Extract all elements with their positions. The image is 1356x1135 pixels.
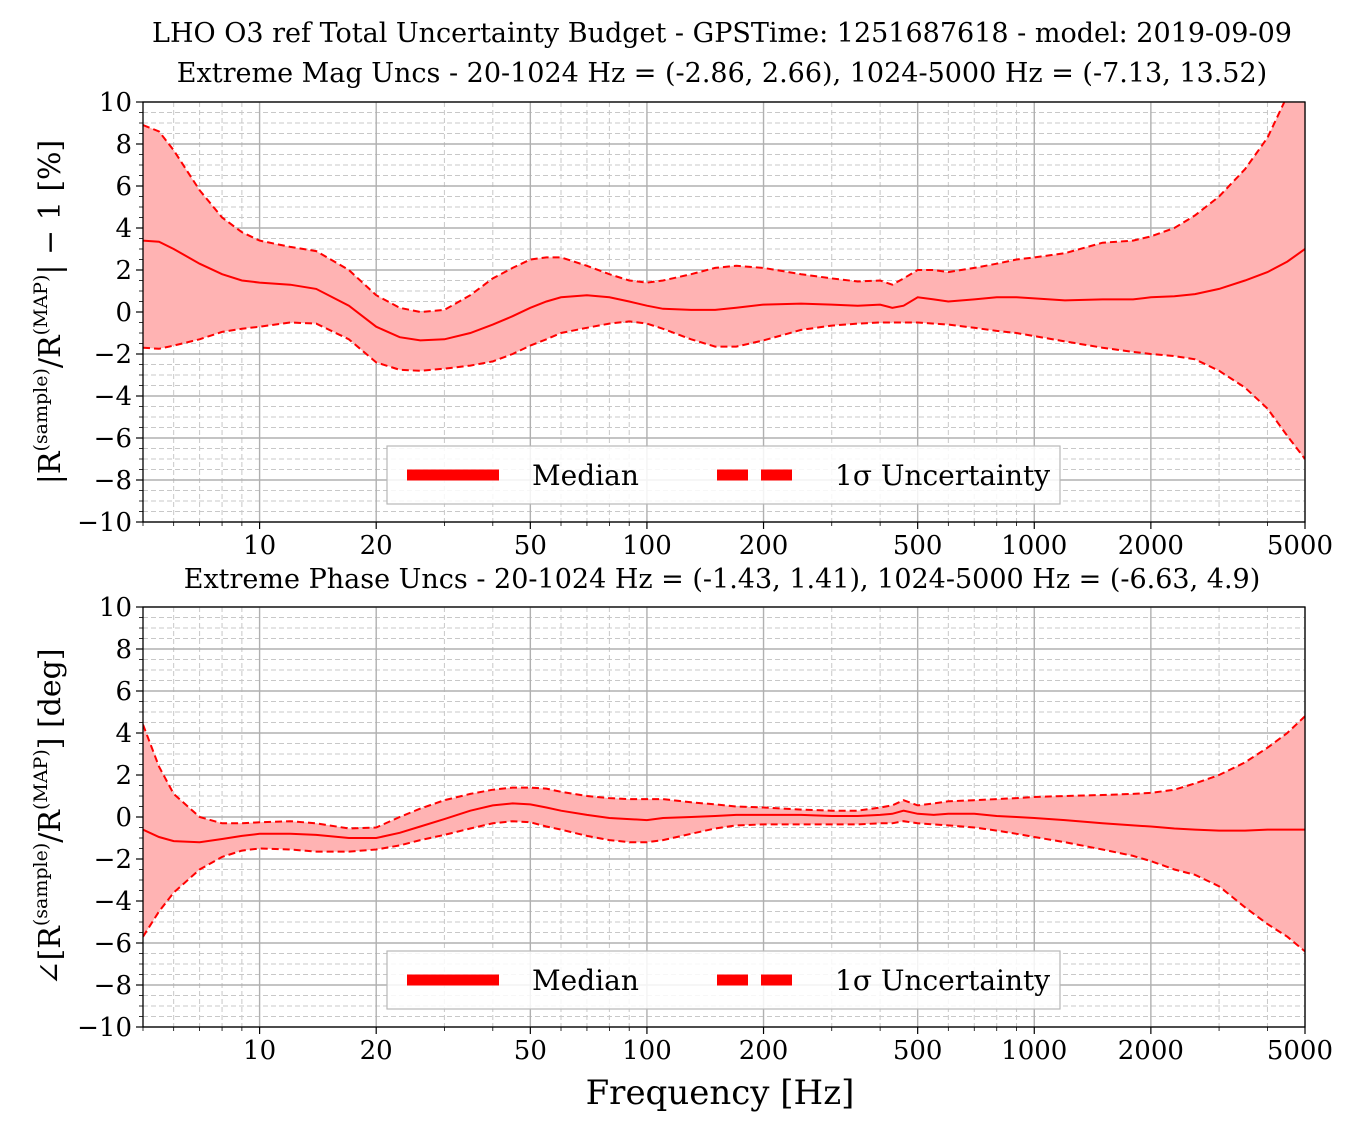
y-tick-label: 0 — [115, 803, 132, 833]
uncertainty-band-area — [143, 716, 1305, 952]
y-tick-label: 8 — [115, 635, 132, 665]
median-line — [143, 802, 1305, 844]
y-tick-label: 6 — [115, 172, 132, 202]
y-tick-label: −6 — [94, 424, 132, 454]
legend-uncertainty-label: 1σ Uncertainty — [835, 964, 1050, 997]
magnitude-uncertainty-band — [143, 102, 1305, 459]
phase-x-tick-labels: 10 20 50 100 200 500 1000 2000 5000 — [243, 1036, 1333, 1066]
x-tick-label: 100 — [622, 1036, 672, 1066]
x-tick-label: 500 — [893, 1036, 943, 1066]
y-tick-label: 8 — [115, 130, 132, 160]
y-tick-label: −4 — [94, 887, 132, 917]
x-tick-label: 20 — [360, 531, 393, 561]
x-axis-label: Frequency [Hz] — [586, 1073, 855, 1113]
phase-legend: Median 1σ Uncertainty — [386, 950, 1061, 1010]
x-tick-label: 2000 — [1118, 1036, 1184, 1066]
legend-median-label: Median — [532, 459, 639, 492]
magnitude-y-axis-label: |R(sample)/R(MAP)| − 1 [%] — [30, 140, 68, 484]
upper-uncertainty-line — [143, 102, 1286, 314]
magnitude-panel-title: Extreme Mag Uncs - 20-1024 Hz = (-2.86, … — [177, 58, 1267, 89]
y-tick-label: 10 — [99, 88, 132, 118]
y-tick-label: 6 — [115, 677, 132, 707]
figure-title: LHO O3 ref Total Uncertainty Budget - GP… — [152, 18, 1292, 49]
y-tick-label: 4 — [115, 719, 132, 749]
upper-uncertainty-line — [143, 715, 1305, 830]
lower-uncertainty-line — [143, 320, 1305, 460]
y-tick-label: −2 — [94, 340, 132, 370]
x-tick-label: 1000 — [1001, 1036, 1067, 1066]
x-tick-label: 5000 — [1267, 1036, 1333, 1066]
magnitude-legend: Median 1σ Uncertainty — [386, 445, 1061, 505]
x-tick-label: 200 — [739, 531, 789, 561]
x-tick-label: 500 — [893, 531, 943, 561]
y-tick-label: −4 — [94, 382, 132, 412]
y-tick-label: −10 — [77, 508, 132, 538]
x-tick-label: 50 — [514, 1036, 547, 1066]
x-tick-label: 10 — [243, 531, 276, 561]
y-tick-label: 0 — [115, 298, 132, 328]
y-tick-label: −6 — [94, 929, 132, 959]
x-tick-label: 200 — [739, 1036, 789, 1066]
y-tick-label: −8 — [94, 466, 132, 496]
y-tick-label: −8 — [94, 971, 132, 1001]
y-tick-label: 2 — [115, 256, 132, 286]
y-tick-label: −2 — [94, 845, 132, 875]
x-tick-label: 5000 — [1267, 531, 1333, 561]
phase-panel: Extreme Phase Uncs - 20-1024 Hz = (-1.43… — [30, 564, 1333, 1113]
lower-uncertainty-line — [143, 820, 1305, 953]
uncertainty-band-area — [143, 102, 1305, 459]
y-tick-label: 4 — [115, 214, 132, 244]
median-line — [143, 239, 1305, 342]
magnitude-y-tick-labels: −10 −8 −6 −4 −2 0 2 4 6 8 10 — [77, 88, 132, 538]
phase-y-tick-labels: −10 −8 −6 −4 −2 0 2 4 6 8 10 — [77, 593, 132, 1043]
magnitude-x-tick-labels: 10 20 50 100 200 500 1000 2000 5000 — [243, 531, 1333, 561]
x-tick-label: 10 — [243, 1036, 276, 1066]
x-tick-label: 50 — [514, 531, 547, 561]
legend-uncertainty-label: 1σ Uncertainty — [835, 459, 1050, 492]
x-tick-label: 2000 — [1118, 531, 1184, 561]
phase-y-axis-label: ∠[R(sample)/R(MAP)] [deg] — [30, 648, 68, 985]
y-tick-label: −10 — [77, 1013, 132, 1043]
phase-uncertainty-band — [143, 716, 1305, 952]
x-tick-label: 20 — [360, 1036, 393, 1066]
y-tick-label: 2 — [115, 761, 132, 791]
phase-lines — [143, 715, 1305, 953]
y-tick-label: 10 — [99, 593, 132, 623]
phase-panel-title: Extreme Phase Uncs - 20-1024 Hz = (-1.43… — [184, 564, 1261, 595]
magnitude-lines — [143, 102, 1305, 460]
magnitude-axes-frame — [136, 101, 1306, 529]
x-tick-label: 1000 — [1001, 531, 1067, 561]
magnitude-panel: Extreme Mag Uncs - 20-1024 Hz = (-2.86, … — [30, 58, 1333, 561]
phase-axes-frame — [136, 606, 1306, 1034]
legend-median-label: Median — [532, 964, 639, 997]
x-tick-label: 100 — [622, 531, 672, 561]
